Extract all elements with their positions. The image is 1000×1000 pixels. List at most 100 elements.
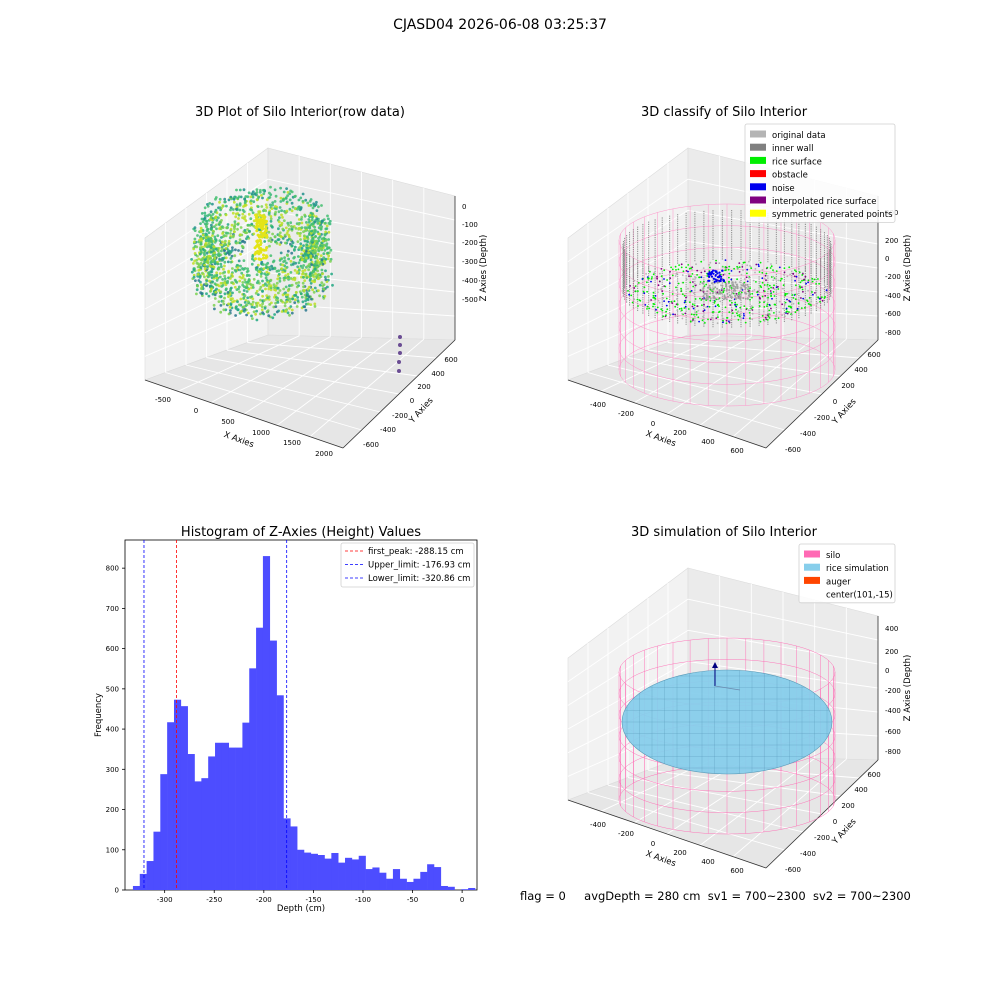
cloud-point xyxy=(253,192,257,196)
cloud-point xyxy=(274,288,278,292)
cloud-point xyxy=(195,292,198,296)
cloud-point xyxy=(288,313,291,317)
cloud-point xyxy=(326,257,330,261)
surface-point xyxy=(803,298,806,301)
histogram-bar xyxy=(146,861,154,890)
surface-point xyxy=(671,290,674,292)
cloud-point xyxy=(205,233,209,237)
noise-point xyxy=(712,269,715,272)
cloud-point xyxy=(192,262,195,265)
surface-point xyxy=(818,297,821,300)
histogram-bar xyxy=(379,872,387,890)
surface-point xyxy=(705,283,708,286)
surface-point xyxy=(709,318,712,321)
surface-point xyxy=(746,268,749,271)
cloud-point xyxy=(213,240,217,244)
cloud-point xyxy=(243,215,247,218)
cloud-point xyxy=(253,252,257,256)
cloud-point xyxy=(315,256,319,260)
original-point xyxy=(706,298,709,301)
surface-point xyxy=(722,321,724,324)
cloud-point xyxy=(255,273,259,276)
surface-point xyxy=(783,273,785,276)
cloud-point xyxy=(300,258,304,262)
cloud-point xyxy=(275,241,279,245)
original-point xyxy=(748,295,751,298)
x-tick-label: -400 xyxy=(590,401,606,409)
histogram-bar xyxy=(331,852,339,890)
z-axis-label: Z Axies (Depth) xyxy=(479,235,489,302)
histogram-bar xyxy=(160,774,168,890)
cloud-point xyxy=(289,259,293,263)
surface-point xyxy=(758,271,761,273)
z-tick-label: 400 xyxy=(885,625,898,633)
surface-point xyxy=(821,299,824,302)
cloud-point xyxy=(209,245,213,249)
surface-point xyxy=(794,269,796,271)
cloud-point xyxy=(324,230,327,234)
histogram-bars xyxy=(132,556,476,890)
cloud-point xyxy=(285,187,288,191)
surface-point xyxy=(709,266,711,269)
cloud-point xyxy=(283,256,286,259)
surface-point xyxy=(728,272,731,275)
cloud-point xyxy=(305,221,308,224)
surface-point xyxy=(656,311,659,314)
surface-point xyxy=(691,268,693,271)
surface-point xyxy=(634,290,637,293)
cloud-point xyxy=(233,220,237,224)
x-tick-label: 1500 xyxy=(283,439,301,447)
cloud-point xyxy=(259,243,262,247)
noise-point xyxy=(709,273,712,276)
surface-point xyxy=(772,279,775,282)
cloud-point xyxy=(280,310,284,313)
cloud-point xyxy=(318,261,321,264)
surface-point xyxy=(713,302,716,304)
cloud-point xyxy=(281,237,285,240)
cloud-point xyxy=(241,305,245,309)
surface-point xyxy=(763,306,766,308)
surface-point xyxy=(689,320,692,323)
original-point xyxy=(728,289,731,291)
cloud-point xyxy=(274,305,278,308)
cloud-point xyxy=(209,216,213,220)
x-tick-label: 600 xyxy=(730,447,743,455)
cloud-point xyxy=(301,300,305,304)
cloud-point xyxy=(259,188,262,192)
histogram-bar xyxy=(249,668,257,890)
cloud-point xyxy=(205,279,209,283)
cloud-point xyxy=(196,234,199,237)
surface-point xyxy=(758,301,761,304)
original-point xyxy=(725,282,727,285)
surface-point xyxy=(761,295,764,298)
cloud-point xyxy=(286,272,290,276)
cloud-point xyxy=(237,303,241,307)
cloud-point xyxy=(279,196,283,200)
surface-point xyxy=(660,268,663,270)
cloud-point xyxy=(310,218,314,222)
surface-point xyxy=(649,270,651,273)
cloud-point xyxy=(227,312,231,316)
surface-point xyxy=(750,267,753,270)
cloud-point xyxy=(242,289,246,292)
y-tick-label: -400 xyxy=(380,426,396,434)
surface-point xyxy=(775,315,777,318)
surface-point xyxy=(718,311,720,314)
histogram-bar xyxy=(262,556,271,890)
surface-point xyxy=(728,311,731,313)
histogram-bar xyxy=(276,695,284,890)
cloud-point xyxy=(223,260,227,264)
cloud-point xyxy=(195,245,199,249)
cloud-point xyxy=(263,272,266,276)
surface-point xyxy=(737,267,739,269)
cloud-point xyxy=(205,284,208,288)
surface-point xyxy=(740,273,743,276)
surface-point xyxy=(672,313,674,316)
x-tick-label: 500 xyxy=(221,418,234,426)
histogram-bar xyxy=(297,849,305,890)
cloud-point xyxy=(287,275,290,279)
cloud-point xyxy=(211,292,215,296)
cloud-point xyxy=(237,249,240,252)
surface-point xyxy=(715,262,717,264)
cloud-point xyxy=(269,219,273,223)
